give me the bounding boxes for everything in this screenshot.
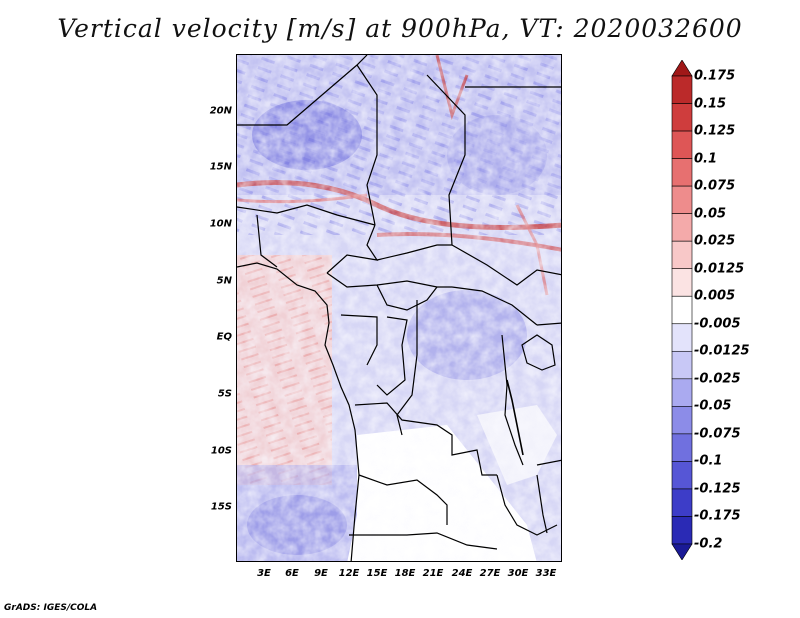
y-tick-label: 15S xyxy=(210,501,232,513)
border-east-2 xyxy=(536,459,561,466)
border-central-4 xyxy=(340,314,378,366)
legend-label: 0.175 xyxy=(694,68,736,84)
legend-label: 0.005 xyxy=(694,288,736,304)
y-tick-label: 5N xyxy=(216,275,232,287)
x-tick-label: 15E xyxy=(366,568,388,579)
border-angola-east xyxy=(358,474,448,525)
border-north-8 xyxy=(451,244,561,286)
legend-label: 0.075 xyxy=(694,178,736,194)
map-panel xyxy=(236,54,562,562)
chart-title: Vertical velocity [m/s] at 900hPa, VT: 2… xyxy=(57,14,743,43)
legend-label: 0.1 xyxy=(694,151,718,167)
legend-label: -0.1 xyxy=(694,453,723,469)
y-tick-label: 20N xyxy=(209,105,232,117)
border-central-2 xyxy=(376,284,438,311)
y-tick-label: EQ xyxy=(216,331,232,343)
border-east-1 xyxy=(536,322,561,326)
y-tick-label: 10S xyxy=(210,445,232,457)
border-north-2 xyxy=(356,64,378,226)
y-tick-label: 5S xyxy=(217,388,232,400)
legend-swatch xyxy=(671,461,693,490)
legend-label: 0.025 xyxy=(694,233,736,249)
border-east-lakes xyxy=(501,334,524,466)
border-central-1 xyxy=(326,272,452,288)
x-tick-label: 30E xyxy=(507,568,529,579)
border-drc-angola xyxy=(354,402,497,476)
x-tick-label: 24E xyxy=(451,568,473,579)
legend-swatch xyxy=(671,103,693,132)
legend-swatch xyxy=(671,60,693,77)
legend-label: 0.05 xyxy=(694,206,727,222)
border-central-5 xyxy=(376,316,408,396)
border-central-6 xyxy=(396,300,418,436)
x-tick-label: 33E xyxy=(535,568,557,579)
x-tick-label: 6E xyxy=(285,568,299,579)
legend-swatch xyxy=(671,295,693,325)
legend-label: -0.075 xyxy=(694,426,741,442)
footer-credit: GrADS: IGES/COLA xyxy=(4,603,98,613)
legend-swatch xyxy=(671,516,693,545)
x-tick-label: 18E xyxy=(394,568,416,579)
legend-swatch xyxy=(671,350,693,380)
border-north-6 xyxy=(256,214,278,268)
color-legend xyxy=(671,60,693,560)
x-tick-label: 21E xyxy=(422,568,444,579)
x-tick-label: 12E xyxy=(338,568,360,579)
legend-swatch xyxy=(671,185,693,214)
legend-label: -0.05 xyxy=(694,398,732,414)
legend-label: 0.15 xyxy=(694,96,727,112)
border-central-3 xyxy=(451,286,538,326)
y-tick-label: 10N xyxy=(209,218,232,230)
legend-swatch xyxy=(671,213,693,242)
lake-malawi xyxy=(536,474,548,534)
border-angola-south xyxy=(349,532,498,550)
country-borders xyxy=(237,55,561,561)
legend-swatch xyxy=(671,75,693,104)
legend-label: -0.2 xyxy=(694,536,723,552)
lake-victoria xyxy=(521,334,556,371)
border-north-5 xyxy=(237,204,376,226)
y-tick-label: 15N xyxy=(209,161,232,173)
legend-swatch xyxy=(671,543,693,560)
legend-label: -0.025 xyxy=(694,371,741,387)
legend-swatch xyxy=(671,268,693,297)
legend-label: 0.125 xyxy=(694,123,736,139)
border-zambia xyxy=(496,474,558,536)
coastline-west xyxy=(237,262,360,561)
legend-label: 0.0125 xyxy=(694,261,745,277)
lake-tanganyika xyxy=(506,379,524,456)
legend-swatch xyxy=(671,130,693,159)
legend-swatch xyxy=(671,488,693,517)
legend-label: -0.125 xyxy=(694,481,741,497)
border-north-9 xyxy=(376,244,452,261)
legend-label: -0.0125 xyxy=(694,343,750,359)
legend-swatch xyxy=(671,158,693,187)
legend-swatch xyxy=(671,240,693,270)
border-north-3 xyxy=(426,74,466,246)
x-tick-label: 9E xyxy=(314,568,328,579)
border-north-1 xyxy=(237,55,368,126)
x-tick-label: 27E xyxy=(479,568,501,579)
legend-swatch xyxy=(671,378,693,407)
legend-label: -0.175 xyxy=(694,508,741,524)
legend-swatch xyxy=(671,433,693,462)
map-field-svg xyxy=(237,55,561,561)
legend-swatch xyxy=(671,323,693,352)
legend-label: -0.005 xyxy=(694,316,741,332)
x-tick-label: 3E xyxy=(257,568,271,579)
legend-swatch xyxy=(671,406,693,435)
